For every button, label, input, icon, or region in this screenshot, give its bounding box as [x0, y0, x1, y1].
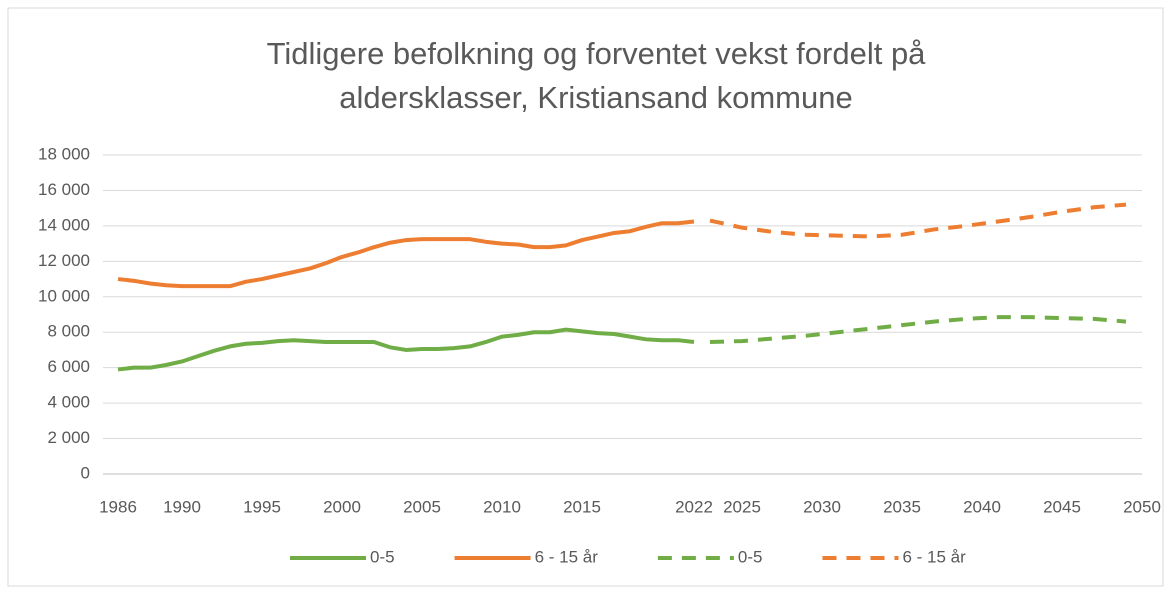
x-tick-label: 2015	[563, 497, 601, 516]
x-tick-label: 2040	[963, 497, 1001, 516]
x-tick-label: 2045	[1043, 497, 1081, 516]
x-tick-label: 2000	[323, 497, 361, 516]
y-tick-label: 2 000	[47, 428, 90, 447]
x-tick-label: 2050	[1123, 497, 1161, 516]
x-tick-label: 2030	[803, 497, 841, 516]
series-line	[117, 219, 695, 289]
x-tick-label: 2022	[675, 497, 713, 516]
chart-title: Tidligere befolkning og forventet vekst …	[267, 36, 927, 71]
x-tick-label: 1986	[99, 497, 137, 516]
x-tick-label: 2005	[403, 497, 441, 516]
y-tick-label: 6 000	[47, 357, 90, 376]
series-line	[709, 202, 1127, 239]
legend-label: 6 - 15 år	[902, 547, 966, 566]
x-tick-label: 2010	[483, 497, 521, 516]
y-tick-label: 12 000	[38, 251, 90, 270]
x-tick-label: 2025	[723, 497, 761, 516]
y-tick-label: 18 000	[38, 144, 90, 163]
chart-title: aldersklasser, Kristiansand kommune	[339, 80, 852, 115]
y-tick-label: 10 000	[38, 286, 90, 305]
y-tick-label: 8 000	[47, 322, 90, 341]
legend-label: 0-5	[738, 547, 763, 566]
y-tick-label: 16 000	[38, 180, 90, 199]
x-tick-label: 2035	[883, 497, 921, 516]
x-tick-label: 1995	[243, 497, 281, 516]
y-tick-label: 0	[81, 463, 90, 482]
series-line	[117, 327, 695, 372]
x-tick-label: 1990	[163, 497, 201, 516]
legend-label: 6 - 15 år	[535, 547, 599, 566]
series-line	[709, 315, 1127, 344]
legend-label: 0-5	[370, 547, 395, 566]
y-tick-label: 14 000	[38, 215, 90, 234]
y-tick-label: 4 000	[47, 393, 90, 412]
